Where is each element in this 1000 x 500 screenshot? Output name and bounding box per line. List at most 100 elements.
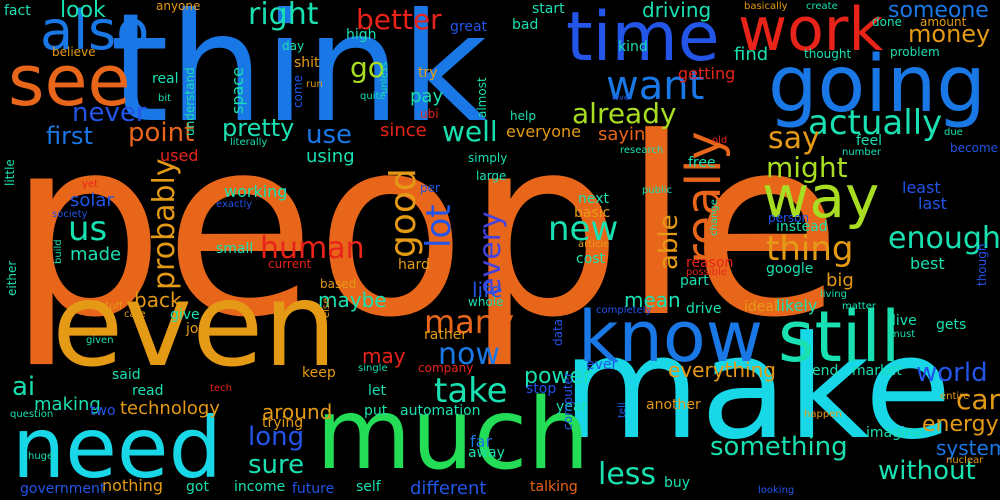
word-year: year: [556, 399, 588, 415]
word-people: people: [8, 86, 842, 372]
word-happen: happen: [804, 409, 842, 420]
word-making: making: [34, 394, 101, 415]
word-solar: solar: [70, 190, 114, 211]
word-two: two: [90, 403, 116, 419]
word-well: well: [442, 115, 498, 148]
word-level: level: [612, 93, 632, 102]
word-far: far: [470, 432, 493, 451]
word-good: good: [383, 168, 424, 258]
word-energy: energy: [922, 412, 999, 437]
word-everyone: everyone: [506, 122, 581, 141]
word-society: society: [52, 209, 88, 220]
word-though: though: [975, 243, 989, 286]
word-given: given: [86, 335, 114, 346]
word-gets: gets: [936, 317, 967, 333]
word-human: human: [260, 231, 365, 266]
word-future: future: [292, 481, 335, 497]
word-entire: entire: [940, 391, 970, 402]
word-basically: basically: [744, 1, 788, 12]
word-last: last: [918, 194, 947, 213]
word-large: large: [476, 169, 507, 183]
word-everything: everything: [668, 358, 776, 382]
word-using: using: [306, 146, 355, 167]
word-computer: computer: [561, 372, 575, 430]
word-give: give: [170, 307, 200, 323]
word-small: small: [216, 241, 254, 257]
word-around: around: [262, 400, 333, 424]
word-person: person: [768, 211, 810, 225]
word-buy: buy: [664, 475, 691, 491]
word-something: something: [710, 432, 848, 462]
word-technology: technology: [120, 398, 220, 419]
word-little: little: [3, 159, 17, 186]
word-make: make: [562, 306, 952, 471]
word-ideal: ideal: [744, 299, 778, 315]
word-anyone: anyone: [156, 0, 201, 13]
word-first: first: [46, 122, 93, 150]
word-living: living: [820, 289, 847, 300]
word-end: end: [812, 363, 839, 379]
word-sure: sure: [248, 450, 305, 480]
word-away: away: [468, 445, 505, 461]
word-never: never: [72, 98, 147, 128]
word-may: may: [362, 344, 406, 368]
word-different: different: [410, 478, 487, 499]
word-used: used: [160, 146, 199, 165]
word-old: old: [712, 135, 728, 146]
word-yet: yet: [82, 179, 98, 190]
word-space: space: [228, 67, 247, 114]
word-government: government: [20, 481, 106, 497]
word-able: able: [654, 214, 684, 270]
word-way: way: [762, 163, 880, 231]
word-got: got: [186, 479, 209, 495]
word-fact: fact: [4, 3, 31, 19]
word-market: market: [852, 363, 902, 379]
word-us: us: [68, 209, 108, 249]
word-thought: thought: [804, 47, 852, 61]
word-huge: huge: [28, 451, 54, 462]
word-without: without: [878, 456, 976, 486]
word-pay: pay: [410, 86, 444, 107]
word-next: next: [578, 191, 610, 207]
word-even: even: [52, 258, 337, 393]
word-better: better: [356, 3, 442, 36]
word-basic: basic: [574, 205, 611, 221]
word-create: create: [806, 1, 838, 12]
word-income: income: [234, 479, 286, 495]
word-less: less: [598, 457, 657, 492]
word-high: high: [346, 27, 377, 43]
word-great: great: [450, 19, 488, 35]
word-ubi: ubi: [420, 107, 439, 121]
word-based: based: [320, 277, 357, 291]
word-someone: someone: [888, 0, 989, 23]
word-keep: keep: [302, 365, 336, 381]
word-must: must: [890, 329, 916, 340]
word-care: care: [124, 309, 146, 320]
word-possible: possible: [686, 267, 727, 278]
word-come: come: [291, 74, 305, 108]
word-matter: matter: [842, 301, 876, 312]
word-quite: quite: [360, 91, 386, 102]
word-trying: trying: [262, 415, 304, 431]
word-understand: understand: [183, 67, 197, 136]
word-likely: likely: [776, 296, 818, 315]
word-run: run: [306, 79, 323, 90]
word-maybe: maybe: [318, 288, 387, 312]
word-see: see: [8, 40, 131, 122]
word-automation: automation: [400, 403, 481, 419]
word-current: current: [268, 257, 312, 271]
word-stop: stop: [526, 381, 557, 397]
word-help: help: [510, 109, 536, 123]
word-least: least: [902, 178, 941, 197]
word-single: single: [358, 363, 388, 374]
word-point: point: [128, 118, 195, 148]
word-said: said: [112, 367, 141, 383]
word-self: self: [356, 479, 381, 495]
word-need: need: [12, 399, 222, 497]
word-public: public: [642, 185, 673, 196]
word-many: many: [424, 303, 514, 341]
word-find: find: [734, 44, 769, 65]
word-simply: simply: [468, 151, 508, 165]
word-kind: kind: [618, 39, 648, 55]
word-reason: reason: [686, 255, 734, 271]
